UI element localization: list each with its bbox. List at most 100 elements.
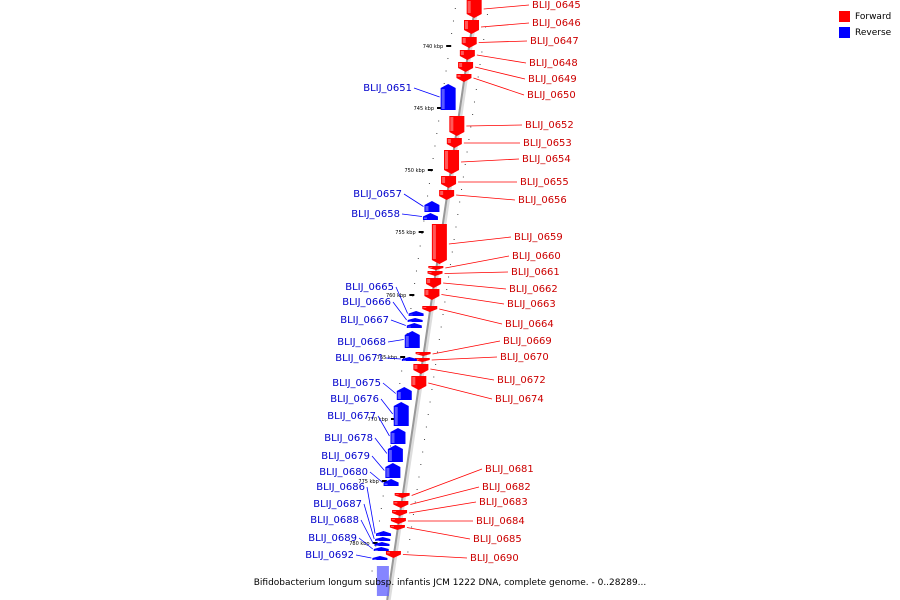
forward-gene-label[interactable]: BLIJ_0670 [500,352,549,363]
forward-gene-BLIJ_0683[interactable] [392,510,408,516]
forward-gene-BLIJ_0654-shine [445,151,449,169]
forward-gene-label[interactable]: BLIJ_0652 [525,120,574,131]
forward-gene-BLIJ_0660-shine [429,267,433,268]
forward-gene-label[interactable]: BLIJ_0648 [529,58,578,69]
forward-gene-label[interactable]: BLIJ_0664 [505,319,554,330]
reverse-gene-BLIJ_0665[interactable] [408,311,424,316]
reverse-gene-BLIJ_0676-shine [394,407,398,425]
reverse-gene-label[interactable]: BLIJ_0680 [319,467,368,478]
forward-gene-BLIJ_0655[interactable] [441,176,457,188]
forward-gene-BLIJ_0659[interactable] [431,224,447,264]
forward-gene-BLIJ_0650[interactable] [456,74,472,82]
reverse-gene-label[interactable]: BLIJ_0678 [324,433,373,444]
forward-gene-BLIJ_0664[interactable] [422,306,438,312]
forward-gene-label[interactable]: BLIJ_0674 [495,394,544,405]
reverse-gene-label[interactable]: BLIJ_0675 [332,378,381,389]
reverse-gene-BLIJ_0680[interactable] [383,479,399,486]
reverse-gene-BLIJ_0668[interactable] [404,331,420,348]
forward-gene-label[interactable]: BLIJ_0684 [476,516,525,527]
forward-gene-label[interactable]: BLIJ_0683 [479,497,528,508]
reverse-gene-BLIJ_0658[interactable] [422,213,438,220]
forward-gene-label[interactable]: BLIJ_0647 [530,36,579,47]
reverse-gene-BLIJ_0666[interactable] [407,318,423,322]
reverse-gene-BLIJ_0671[interactable] [401,357,417,361]
gene-leader-line [461,158,520,163]
reverse-gene-label[interactable]: BLIJ_0667 [340,315,389,326]
forward-gene-label[interactable]: BLIJ_0653 [523,138,572,149]
reverse-gene-BLIJ_0678[interactable] [387,445,403,462]
forward-gene-label[interactable]: BLIJ_0690 [470,553,519,564]
forward-gene-label[interactable]: BLIJ_0645 [532,0,581,11]
reverse-gene-label[interactable]: BLIJ_0671 [335,353,384,364]
forward-gene-label[interactable]: BLIJ_0659 [514,232,563,243]
minor-tick-mark [401,370,403,372]
reverse-gene-BLIJ_0688[interactable] [374,542,390,546]
forward-gene-label[interactable]: BLIJ_0663 [507,299,556,310]
forward-gene-BLIJ_0672[interactable] [413,364,429,374]
forward-gene-BLIJ_0690[interactable] [385,551,401,558]
forward-gene-label[interactable]: BLIJ_0654 [522,154,571,165]
reverse-gene-label[interactable]: BLIJ_0679 [321,451,370,462]
forward-gene-BLIJ_0662[interactable] [426,278,442,288]
reverse-gene-label[interactable]: BLIJ_0651 [363,83,412,94]
forward-gene-BLIJ_0648[interactable] [459,50,475,60]
forward-gene-BLIJ_0681[interactable] [394,493,410,498]
forward-gene-BLIJ_0652[interactable] [449,116,465,136]
forward-gene-label[interactable]: BLIJ_0669 [503,336,552,347]
reverse-gene-BLIJ_0687[interactable] [375,537,391,541]
reverse-gene-label[interactable]: BLIJ_0668 [337,337,386,348]
reverse-gene-BLIJ_0651[interactable] [440,84,456,110]
reverse-gene-BLIJ_0692[interactable] [372,556,388,560]
forward-gene-label[interactable]: BLIJ_0661 [511,267,560,278]
forward-gene-BLIJ_0661[interactable] [427,271,443,276]
forward-gene-label[interactable]: BLIJ_0681 [485,464,534,475]
reverse-gene-BLIJ_0667[interactable] [406,323,422,328]
forward-gene-BLIJ_0682[interactable] [393,501,409,508]
forward-gene-BLIJ_0656[interactable] [439,190,455,200]
minor-tick-mark [442,314,444,315]
reverse-gene-label[interactable]: BLIJ_0658 [351,209,400,220]
forward-gene-BLIJ_0684[interactable] [390,518,406,524]
reverse-gene-label[interactable]: BLIJ_0677 [327,411,376,422]
forward-gene-BLIJ_0654[interactable] [444,150,460,174]
forward-gene-BLIJ_0660[interactable] [428,266,444,270]
forward-gene-BLIJ_0670[interactable] [414,358,430,362]
forward-gene-BLIJ_0685[interactable] [389,525,405,530]
reverse-gene-label[interactable]: BLIJ_0687 [313,499,362,510]
forward-gene-label[interactable]: BLIJ_0646 [532,18,581,29]
reverse-gene-BLIJ_0657[interactable] [424,201,440,212]
minor-tick-mark [380,508,382,509]
forward-gene-BLIJ_0649[interactable] [458,62,474,72]
forward-gene-label[interactable]: BLIJ_0685 [473,534,522,545]
reverse-gene-BLIJ_0675[interactable] [396,387,412,400]
forward-gene-BLIJ_0647[interactable] [461,37,477,48]
reverse-gene-label[interactable]: BLIJ_0657 [353,189,402,200]
reverse-gene-BLIJ_0676[interactable] [393,402,409,426]
forward-gene-label[interactable]: BLIJ_0682 [482,482,531,493]
forward-gene-BLIJ_0645[interactable] [466,0,482,18]
reverse-gene-label[interactable]: BLIJ_0686 [316,482,365,493]
reverse-gene-BLIJ_0679[interactable] [385,463,401,478]
forward-gene-label[interactable]: BLIJ_0655 [520,177,569,188]
forward-gene-label[interactable]: BLIJ_0656 [518,195,567,206]
reverse-gene-BLIJ_0677[interactable] [390,428,406,444]
minor-tick-mark [431,389,433,390]
forward-gene-label[interactable]: BLIJ_0662 [509,284,558,295]
reverse-gene-label[interactable]: BLIJ_0689 [308,533,357,544]
forward-gene-BLIJ_0674[interactable] [411,376,427,390]
reverse-gene-label[interactable]: BLIJ_0665 [345,282,394,293]
reverse-gene-label[interactable]: BLIJ_0666 [342,297,391,308]
reverse-gene-label[interactable]: BLIJ_0692 [305,550,354,561]
reverse-gene-BLIJ_0689[interactable] [373,547,389,551]
forward-gene-BLIJ_0653[interactable] [446,138,462,148]
reverse-gene-label[interactable]: BLIJ_0688 [310,515,359,526]
forward-gene-label[interactable]: BLIJ_0672 [497,375,546,386]
forward-gene-label[interactable]: BLIJ_0660 [512,251,561,262]
reverse-gene-BLIJ_0686[interactable] [376,531,392,536]
forward-gene-BLIJ_0669[interactable] [415,352,431,356]
reverse-gene-label[interactable]: BLIJ_0676 [330,394,379,405]
forward-gene-label[interactable]: BLIJ_0649 [528,74,577,85]
forward-gene-BLIJ_0646[interactable] [464,20,480,34]
forward-gene-label[interactable]: BLIJ_0650 [527,90,576,101]
forward-gene-BLIJ_0663[interactable] [424,289,440,300]
